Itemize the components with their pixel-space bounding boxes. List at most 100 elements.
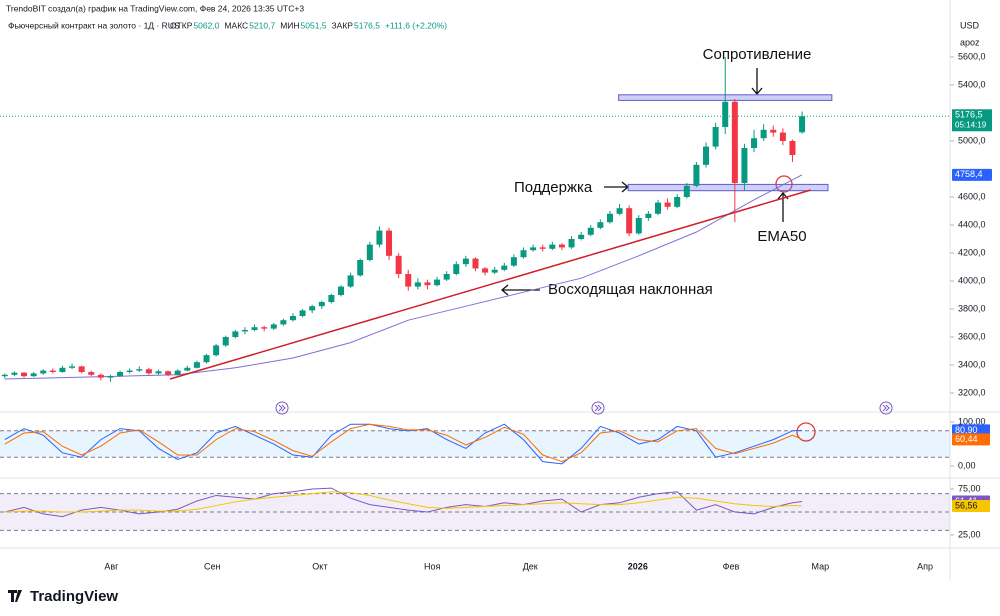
candle-body xyxy=(606,213,613,223)
candle-body xyxy=(386,230,393,256)
candle-body xyxy=(760,129,767,139)
candle-body xyxy=(626,208,633,234)
candle-body xyxy=(289,316,296,321)
candle-body xyxy=(1,374,8,377)
last-price-bg xyxy=(952,109,992,132)
event-icons xyxy=(275,401,893,415)
currency: USD xyxy=(960,20,980,30)
candle-body xyxy=(414,282,421,287)
candle-body xyxy=(338,286,345,295)
candle-body xyxy=(539,247,546,249)
last-price: 5176,5 xyxy=(955,110,983,120)
y-tick-label: 3600,0 xyxy=(958,331,986,341)
y-tick-label: 5400,0 xyxy=(958,79,986,89)
candle-body xyxy=(145,369,152,374)
candle-body xyxy=(117,372,124,377)
candle-body xyxy=(520,250,527,258)
ohlc-value: 5210,7 xyxy=(249,20,275,30)
candle-body xyxy=(645,213,652,218)
candle-body xyxy=(232,331,239,337)
annotation: Сопротивление xyxy=(703,46,812,63)
y-tick-label: 3800,0 xyxy=(958,303,986,313)
symbol: Фьючерсный контракт на золото · 1Д · RUS xyxy=(8,20,180,30)
candle-body xyxy=(770,129,777,133)
change: +111,6 (+2,20%) xyxy=(385,20,447,30)
candle-body xyxy=(30,373,37,377)
candle-body xyxy=(155,371,162,374)
y-tick-label: 4600,0 xyxy=(958,191,986,201)
ohlc-label: МАКС xyxy=(224,20,248,30)
candle-body xyxy=(165,371,172,375)
candle-body xyxy=(587,227,594,235)
candle-body xyxy=(703,146,710,165)
candle-body xyxy=(97,374,104,378)
candle-body xyxy=(693,164,700,186)
y-tick-label: 25,00 xyxy=(958,529,981,539)
candle-body xyxy=(222,337,229,346)
x-tick-label: Апр xyxy=(917,561,933,571)
y-tick-label: 4000,0 xyxy=(958,275,986,285)
candle-body xyxy=(462,258,469,265)
candle-body xyxy=(597,222,604,228)
y-tick-label: 100,00 xyxy=(958,416,986,426)
candle-body xyxy=(11,372,18,375)
trend-line xyxy=(169,189,811,380)
candle-body xyxy=(558,244,565,248)
candle-body xyxy=(261,327,268,329)
candle-body xyxy=(213,345,220,356)
candle-body xyxy=(366,244,373,260)
ohlc-value: 5051,5 xyxy=(301,20,327,30)
x-tick-label: Сен xyxy=(204,561,221,571)
candle-body xyxy=(309,306,316,311)
x-tick-label: Ноя xyxy=(424,561,441,571)
ohlc-value: 5062,0 xyxy=(193,20,219,30)
candle-body xyxy=(69,366,76,368)
candle-body xyxy=(299,310,306,316)
candle-body xyxy=(270,324,277,329)
x-tick-label: Дек xyxy=(523,561,538,571)
ohlc-label: ЗАКР xyxy=(332,20,354,30)
candle-body xyxy=(722,101,729,127)
candle-body xyxy=(424,282,431,286)
unit: apoz xyxy=(960,37,980,47)
candle-body xyxy=(789,141,796,155)
candle-body xyxy=(549,244,556,249)
candle-body xyxy=(616,208,623,214)
x-tick-label: Авг xyxy=(104,561,119,571)
candle-body xyxy=(453,264,460,274)
zone xyxy=(627,183,829,192)
y-tick-label: 5600,0 xyxy=(958,51,986,61)
candle-body xyxy=(405,274,412,287)
author: TrendoBIT создал(а) график на TradingVie… xyxy=(6,3,304,13)
ohlc-value: 5176,5 xyxy=(354,20,380,30)
logo: TradingView xyxy=(30,588,118,605)
candle-body xyxy=(530,247,537,251)
candle-body xyxy=(482,268,489,273)
candle-body xyxy=(59,367,66,372)
candle-body xyxy=(251,327,258,330)
candle-body xyxy=(174,370,181,375)
highlight-circle xyxy=(796,422,816,442)
logo-mark xyxy=(8,590,22,602)
candle-body xyxy=(21,372,28,377)
candle-body xyxy=(328,295,335,302)
candle-body xyxy=(751,138,758,148)
rsi-last: 56,56 xyxy=(955,500,978,510)
candle-body xyxy=(318,302,325,307)
candle-body xyxy=(779,132,786,141)
candle-body xyxy=(683,185,690,197)
candle-body xyxy=(799,116,806,133)
y-tick-label: 5000,0 xyxy=(958,135,986,145)
ema-line xyxy=(4,174,803,380)
candle-body xyxy=(491,269,498,273)
stoch-line xyxy=(4,423,803,463)
candle-body xyxy=(434,279,441,286)
candle-body xyxy=(443,274,450,280)
candle-body xyxy=(741,148,748,183)
candle-body xyxy=(40,370,47,374)
candle-body xyxy=(501,265,508,270)
candle-body xyxy=(357,260,364,276)
x-tick-label: Окт xyxy=(312,561,327,571)
ema-label: 4758,4 xyxy=(955,169,983,179)
